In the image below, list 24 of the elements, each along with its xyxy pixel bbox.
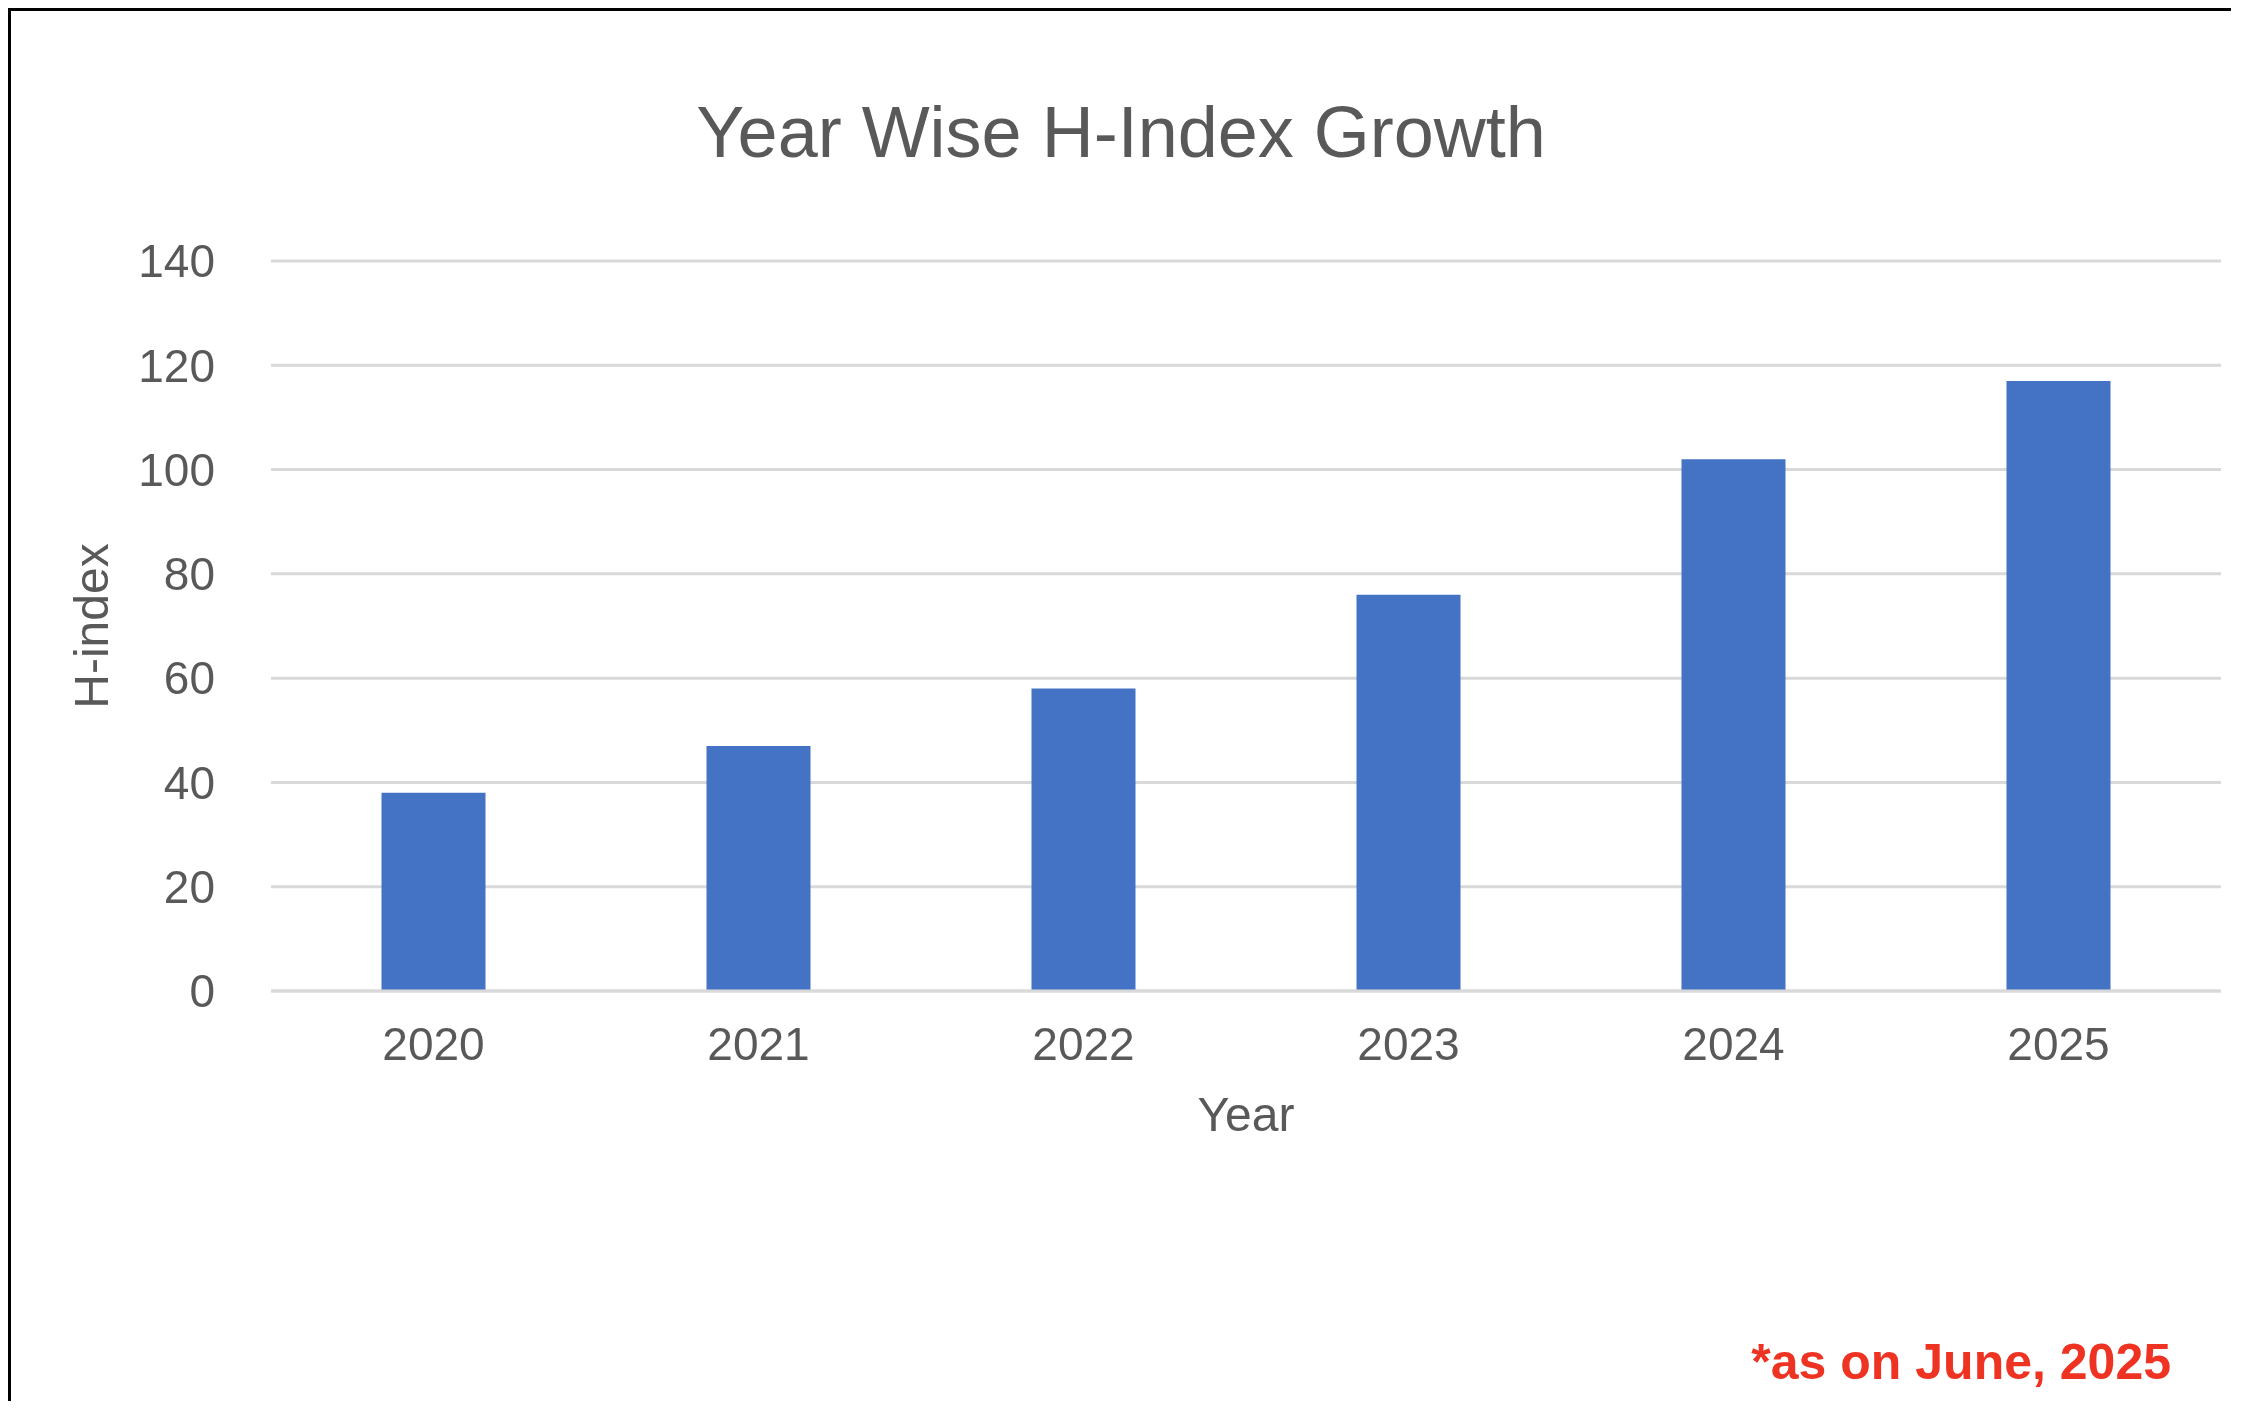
y-tick-label: 140: [138, 235, 215, 288]
y-tick-label: 100: [138, 443, 215, 496]
bar: [706, 745, 811, 991]
bar: [381, 792, 486, 991]
x-axis-title: Year: [1197, 1088, 1295, 1141]
text: *as on June, 2025: [1751, 1333, 2171, 1391]
y-tick-label: 0: [189, 965, 215, 1018]
bar: [1681, 459, 1786, 991]
y-tick-label: 60: [163, 652, 215, 705]
x-tick-label: 2020: [382, 1017, 485, 1070]
y-tick-label: 80: [163, 548, 215, 601]
bar: [1356, 594, 1461, 991]
y-tick-label: 120: [138, 339, 215, 392]
x-tick-label: 2023: [1357, 1017, 1460, 1070]
chart-title: Year Wise H-Index Growth: [695, 91, 1547, 173]
x-tick-label: 2025: [2007, 1017, 2110, 1070]
y-axis-title: H-index: [65, 543, 119, 709]
bar: [1031, 688, 1136, 991]
y-tick-label: 20: [163, 861, 215, 914]
x-tick-label: 2021: [707, 1017, 810, 1070]
bar: [2006, 380, 2111, 991]
x-tick-label: 2024: [1682, 1017, 1785, 1070]
x-tick-label: 2022: [1032, 1017, 1135, 1070]
y-tick-label: 40: [163, 756, 215, 809]
